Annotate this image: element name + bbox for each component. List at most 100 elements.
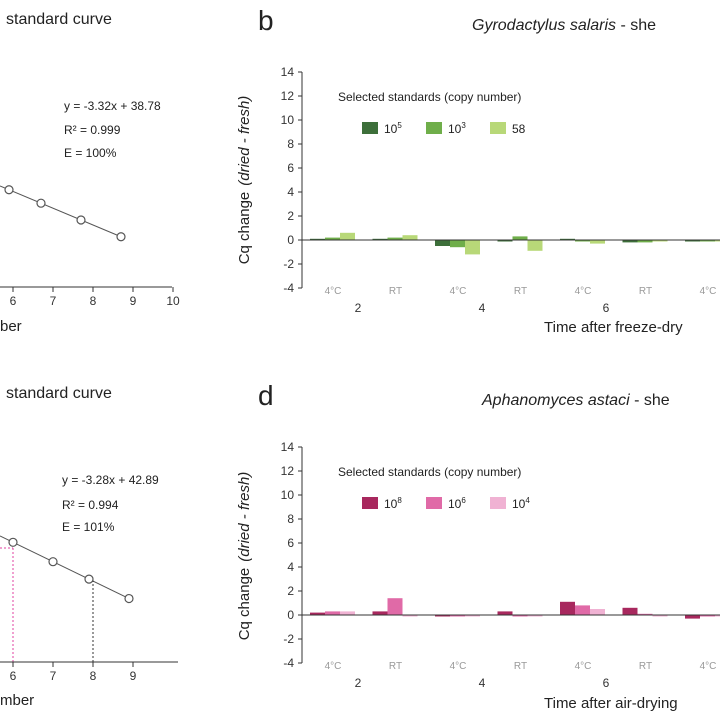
data-point [116,232,126,242]
panel-b-bars [310,232,720,255]
panel-d-ylabel-main: Cq change [236,568,253,641]
panel-d-legend-title: Selected standards (copy number) [338,465,521,479]
bar [652,240,668,242]
condition-label: RT [639,286,652,297]
y-tick-label: -2 [283,632,294,646]
y-tick-label: 2 [287,209,294,223]
condition-label: RT [639,661,652,672]
x-tick-label: 6 [10,294,17,308]
x-tick-label: 7 [50,669,57,683]
panel-a-fit-line [0,185,125,239]
panel-a-xticks: 6 7 8 9 10 [10,287,180,308]
x-tick-label: 10 [166,294,180,308]
bar [715,240,720,242]
panel-b-ylabel-main: Cq change [236,192,253,265]
data-point [84,574,94,584]
bar [372,611,388,615]
y-tick-label: 8 [287,137,294,151]
condition-label: RT [514,661,527,672]
panel-b-y-axis: -4 -2 0 2 4 6 8 10 12 14 [281,65,303,295]
panel-b-conditions: 4°C RT 4°C RT 4°C RT 4°C [325,286,717,297]
panel-a-xlabel: ber [0,318,22,335]
x-tick-label: 8 [90,294,97,308]
bar [450,240,465,248]
panel-a-r2: R² = 0.999 [64,123,121,137]
legend-swatch [490,497,506,509]
bar [387,237,403,240]
y-tick-label: 0 [287,233,294,247]
legend-label-base: 10 [512,497,526,511]
legend-label-sup: 8 [397,496,402,505]
panel-d-title: Aphanomyces astaci - she [481,392,670,409]
bar [622,607,638,615]
bar [497,611,513,615]
data-point [4,185,14,195]
bar [527,615,543,617]
panel-b-title-plain: - she [616,17,656,34]
bar [465,615,480,617]
bar [387,598,403,615]
panel-a-equation: y = -3.32x + 38.78 [64,99,161,113]
panel-c-title: standard curve [6,385,112,402]
panel-d-xticks: 2 4 6 [355,676,610,690]
panel-d-ylabel-italic: (dried - fresh) [236,472,253,562]
bar [637,240,653,243]
legend-swatch [490,122,506,134]
panel-d-ylabel: Cq change (dried - fresh) [236,472,253,641]
x-tick-label: 6 [603,301,610,315]
panel-c-fit-line [0,535,133,601]
bar [435,240,450,246]
panel-b-xticks: 2 4 6 [355,301,610,315]
legend-swatch [362,497,378,509]
panel-d-title-italic: Aphanomyces astaci [481,392,630,409]
condition-label: 4°C [575,286,592,297]
bar [340,611,355,615]
panel-d-title-plain: - she [630,392,670,409]
y-tick-label: 14 [281,440,295,454]
condition-label: 4°C [700,286,717,297]
legend-label-base: 10 [384,122,398,136]
bar [402,235,418,240]
y-tick-label: 10 [281,488,295,502]
y-tick-label: 12 [281,464,295,478]
y-tick-label: 6 [287,161,294,175]
condition-label: 4°C [450,286,467,297]
bar [527,240,543,251]
data-point [8,537,18,547]
bar [512,236,528,240]
x-tick-label: 4 [479,676,486,690]
bar [575,605,590,615]
bar [340,232,355,240]
panel-b-label: b [258,5,274,36]
legend-label-sup: 6 [461,496,466,505]
panel-c-xlabel: mber [0,692,34,709]
y-tick-label: 0 [287,608,294,622]
y-tick-label: 8 [287,512,294,526]
condition-label: 4°C [700,661,717,672]
bar [325,611,340,615]
panel-d: d Aphanomyces astaci - she Cq change (dri… [236,380,720,712]
legend-label: 58 [512,122,526,136]
x-tick-label: 4 [479,301,486,315]
x-tick-label: 7 [50,294,57,308]
bar [685,240,700,242]
bar [560,601,575,615]
y-tick-label: 14 [281,65,295,79]
condition-label: 4°C [325,661,342,672]
legend-label: 106 [448,496,466,511]
bar [310,612,325,615]
x-tick-label: 6 [10,669,17,683]
bar [715,615,720,617]
legend-swatch [426,122,442,134]
bar [575,240,590,242]
condition-label: 4°C [325,286,342,297]
bar [590,609,605,615]
x-tick-label: 2 [355,676,362,690]
legend-label-base: 58 [512,122,526,136]
panel-c-efficiency: E = 101% [62,520,115,534]
bar [590,240,605,244]
legend-label-base: 10 [384,497,398,511]
x-tick-label: 6 [603,676,610,690]
legend-swatch [362,122,378,134]
panel-b-title-italic: Gyrodactylus salaris [472,17,616,34]
